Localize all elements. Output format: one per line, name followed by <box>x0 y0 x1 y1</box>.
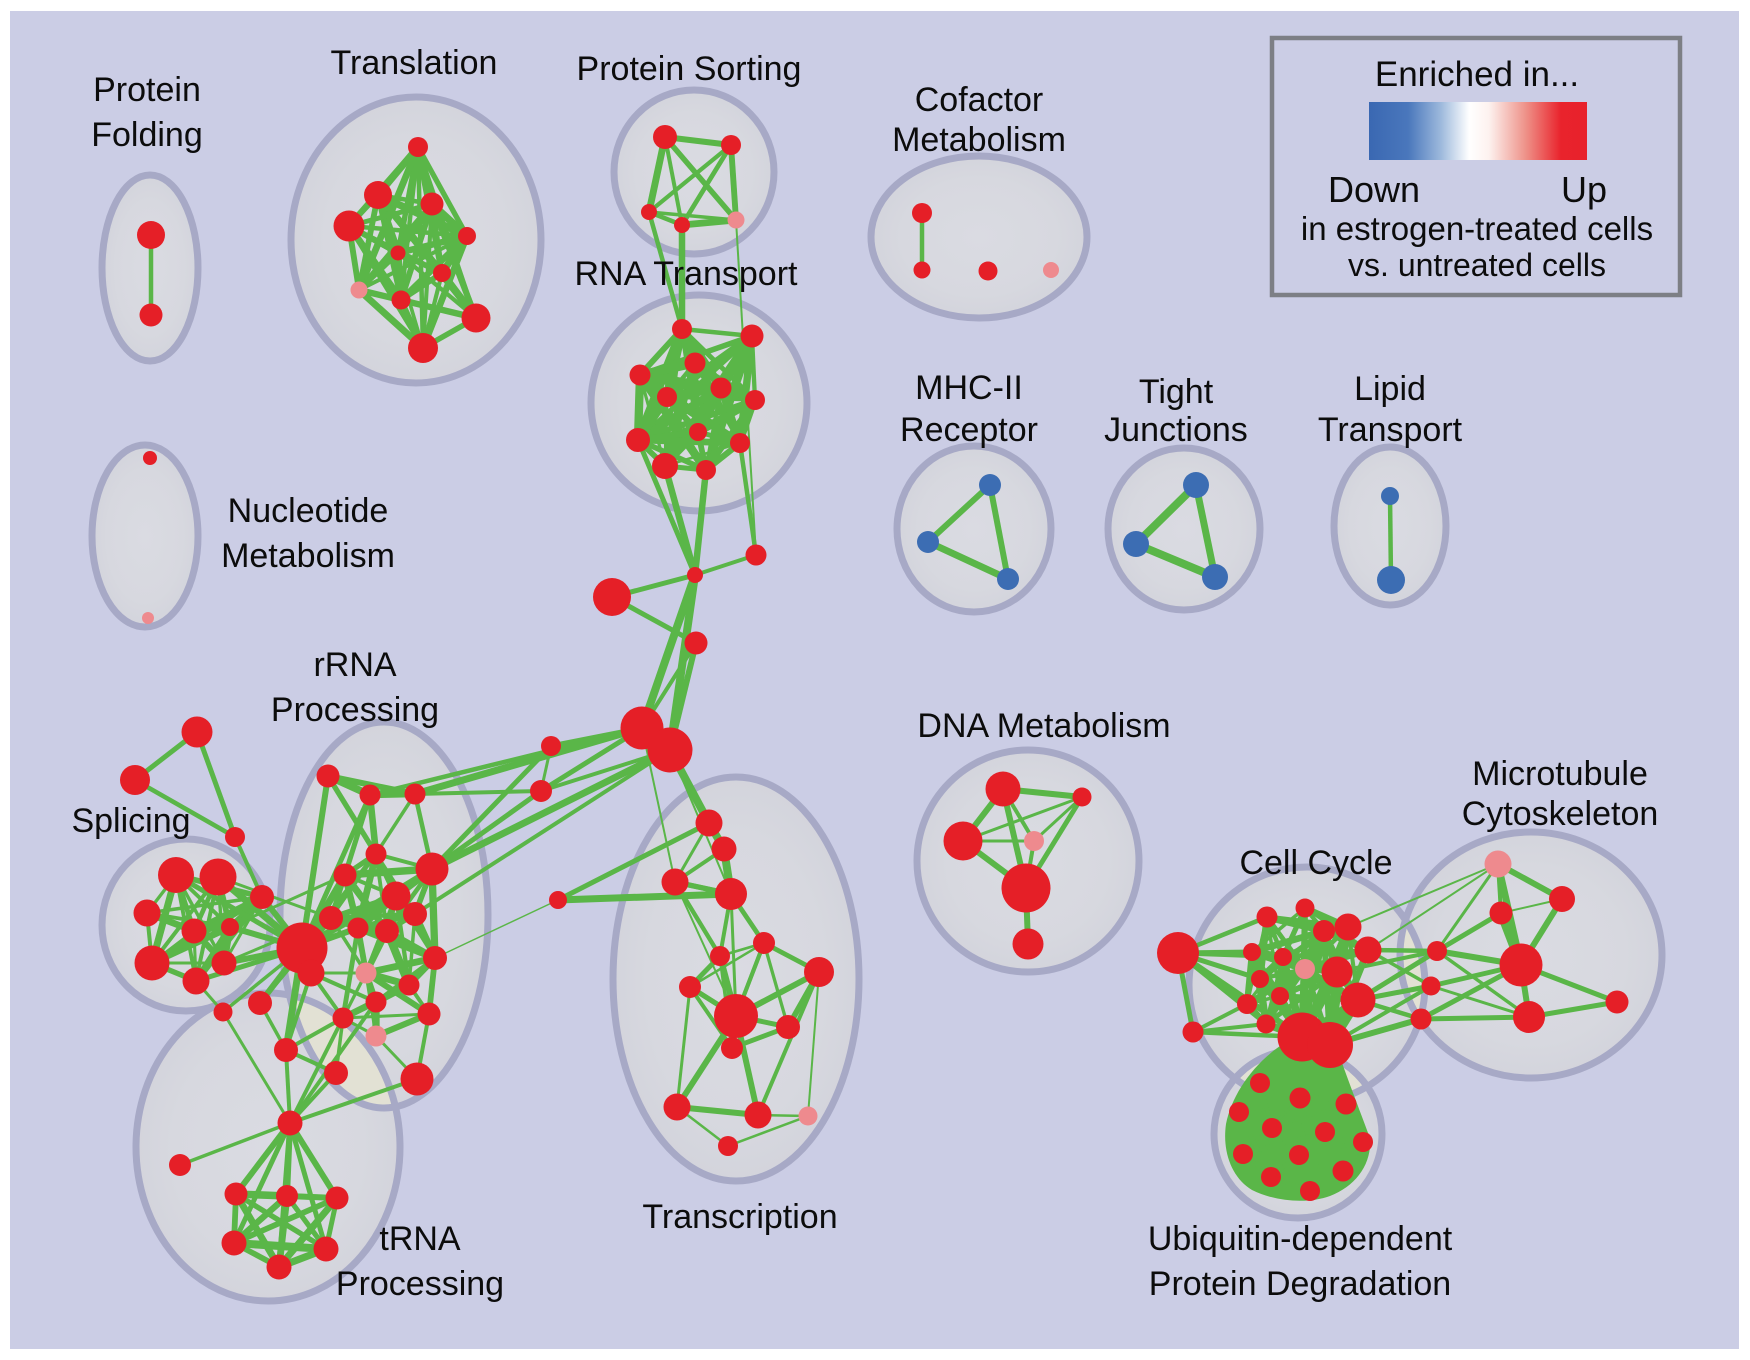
svg-text:in estrogen-treated cells: in estrogen-treated cells <box>1301 210 1653 247</box>
svg-text:Nucleotide: Nucleotide <box>228 492 389 530</box>
svg-text:Translation: Translation <box>331 44 498 82</box>
svg-text:Ubiquitin-dependent: Ubiquitin-dependent <box>1148 1220 1453 1258</box>
svg-text:Processing: Processing <box>336 1265 504 1303</box>
svg-text:rRNA: rRNA <box>313 646 396 684</box>
svg-text:Down: Down <box>1328 169 1420 210</box>
svg-text:Transcription: Transcription <box>642 1198 837 1236</box>
svg-text:Protein Sorting: Protein Sorting <box>577 50 802 88</box>
svg-text:Cytoskeleton: Cytoskeleton <box>1462 795 1659 833</box>
svg-text:DNA Metabolism: DNA Metabolism <box>917 707 1170 745</box>
svg-text:Protein Degradation: Protein Degradation <box>1149 1265 1451 1303</box>
svg-text:Cell Cycle: Cell Cycle <box>1239 844 1392 882</box>
svg-text:Protein: Protein <box>93 71 201 109</box>
svg-text:Splicing: Splicing <box>71 802 190 840</box>
svg-text:RNA Transport: RNA Transport <box>575 255 799 293</box>
svg-text:Receptor: Receptor <box>900 411 1038 449</box>
svg-text:Tight: Tight <box>1139 373 1214 411</box>
svg-text:Cofactor: Cofactor <box>915 81 1044 119</box>
svg-text:MHC-II: MHC-II <box>915 369 1023 407</box>
svg-text:Enriched in...: Enriched in... <box>1375 55 1579 94</box>
svg-text:Metabolism: Metabolism <box>221 537 395 575</box>
svg-text:Up: Up <box>1561 169 1607 210</box>
svg-text:Lipid: Lipid <box>1354 370 1426 408</box>
svg-text:Junctions: Junctions <box>1104 411 1248 449</box>
svg-text:Microtubule: Microtubule <box>1472 755 1648 793</box>
svg-text:vs. untreated cells: vs. untreated cells <box>1348 247 1606 283</box>
svg-text:Folding: Folding <box>91 116 203 154</box>
svg-text:Transport: Transport <box>1318 411 1463 449</box>
svg-text:tRNA: tRNA <box>379 1220 461 1258</box>
svg-text:Processing: Processing <box>271 691 439 729</box>
svg-text:Metabolism: Metabolism <box>892 121 1066 159</box>
